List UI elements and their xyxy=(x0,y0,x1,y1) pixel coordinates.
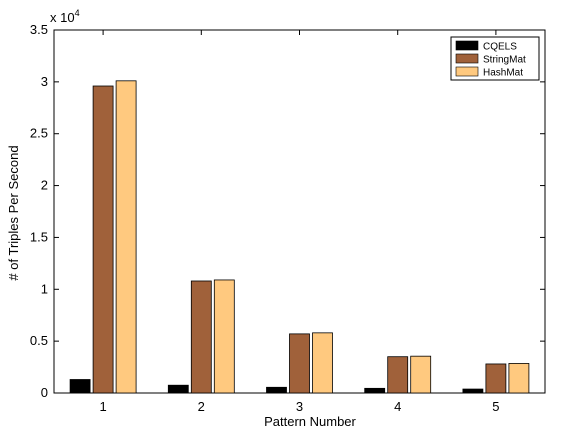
bar-cqels xyxy=(266,386,287,394)
x-tick-label: 5 xyxy=(492,399,499,414)
y-tick-label: 1 xyxy=(41,281,48,296)
bar-hashmat xyxy=(312,332,333,394)
bar-stringmat xyxy=(92,85,114,394)
legend-label-hashmat: HashMat xyxy=(483,68,523,79)
legend-label-cqels: CQELS xyxy=(483,42,517,53)
bar-cqels xyxy=(462,388,484,394)
bar-hashmat xyxy=(508,363,530,394)
bar-cqels xyxy=(167,384,189,394)
x-tick-label: 2 xyxy=(198,399,205,414)
plot-area: 0 0.5 1 1.5 2 2.5 3 3.5 1 2 3 4 5 xyxy=(30,22,546,414)
y-axis-title: # of Triples Per Second xyxy=(6,145,21,280)
legend-swatch-hashmat xyxy=(455,66,479,77)
bar-hashmat xyxy=(213,279,235,394)
y-scale-exponent: 4 xyxy=(75,8,80,18)
legend-swatch-stringmat xyxy=(455,53,479,64)
legend: CQELS StringMat HashMat xyxy=(450,36,540,81)
y-tick-label: 1.5 xyxy=(30,229,48,244)
y-tick-label: 2 xyxy=(41,178,48,193)
x-axis-title: Pattern Number xyxy=(264,414,356,429)
legend-label-stringmat: StringMat xyxy=(483,55,526,66)
y-tick-label: 0 xyxy=(41,385,48,400)
y-tick-label: 2.5 xyxy=(30,126,48,141)
x-tick-label: 3 xyxy=(296,399,303,414)
bar-hashmat xyxy=(115,80,137,394)
bar-stringmat xyxy=(289,333,310,394)
legend-swatch-cqels xyxy=(455,40,479,51)
bar-cqels xyxy=(69,379,91,394)
bar-stringmat xyxy=(387,356,409,394)
bar-hashmat xyxy=(410,355,432,394)
x-tick-label: 4 xyxy=(394,399,401,414)
y-scale-base: x 10 xyxy=(50,10,75,25)
x-tick-label: 1 xyxy=(99,399,106,414)
y-tick-label: 0.5 xyxy=(30,333,48,348)
bar-stringmat xyxy=(190,280,212,394)
y-tick-label: 3 xyxy=(41,74,48,89)
y-scale-multiplier: x 104 xyxy=(50,8,80,25)
bar-stringmat xyxy=(485,363,507,394)
y-tick-label: 3.5 xyxy=(30,22,48,37)
bar-cqels xyxy=(364,387,386,394)
